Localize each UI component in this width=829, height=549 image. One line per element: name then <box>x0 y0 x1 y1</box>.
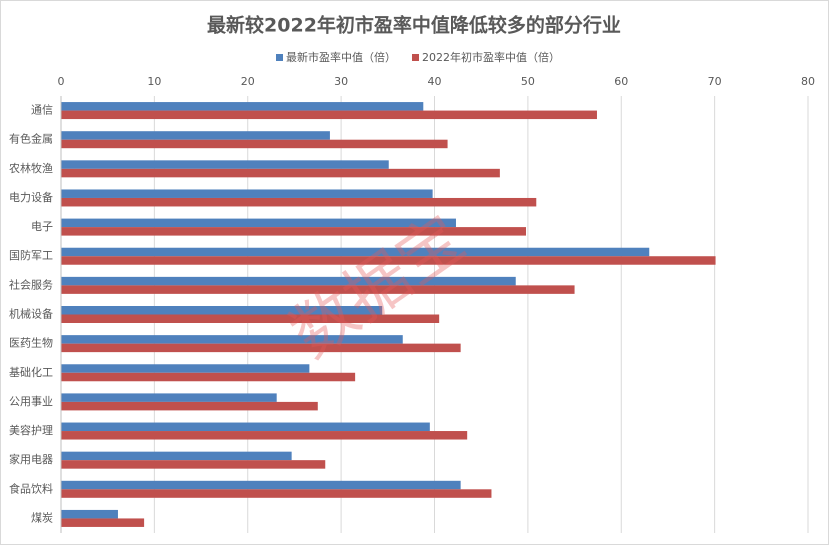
y-tick-label: 美容护理 <box>9 423 53 437</box>
y-tick-label: 机械设备 <box>9 307 53 321</box>
bar <box>61 306 383 315</box>
bar <box>61 247 650 257</box>
x-tick-label: 10 <box>147 75 161 88</box>
legend-swatch <box>412 54 419 61</box>
legend-swatch <box>276 54 283 61</box>
bar <box>61 131 330 140</box>
bar <box>61 276 516 286</box>
y-tick-label: 煤炭 <box>31 511 53 524</box>
bar <box>61 431 468 440</box>
bar <box>61 372 356 382</box>
bar <box>61 227 527 236</box>
y-tick-label: 食品饮料 <box>9 481 53 495</box>
legend-label: 最新市盈率中值（倍） <box>286 50 396 64</box>
bar <box>61 518 145 527</box>
bar <box>61 335 403 344</box>
x-tick-label: 20 <box>241 75 255 88</box>
bar <box>61 168 500 178</box>
bar <box>61 139 448 149</box>
bar <box>61 197 537 207</box>
y-tick-label: 农林牧渔 <box>9 161 53 175</box>
x-tick-label: 50 <box>521 75 535 88</box>
y-tick-label: 公用事业 <box>9 395 53 408</box>
chart-title: 最新较2022年初市盈率中值降低较多的部分行业 <box>207 14 621 37</box>
bar <box>61 451 292 461</box>
x-tick-label: 80 <box>801 75 815 88</box>
bar <box>61 422 430 432</box>
bar <box>61 489 492 498</box>
bar <box>61 364 310 373</box>
y-tick-label: 医药生物 <box>9 336 53 350</box>
y-tick-label: 有色金属 <box>9 132 53 146</box>
y-tick-label: 社会服务 <box>9 277 53 291</box>
bar <box>61 110 597 120</box>
y-tick-label: 电力设备 <box>9 190 53 204</box>
bar <box>61 218 456 228</box>
bar <box>61 189 433 198</box>
bar <box>61 285 575 294</box>
legend-label: 2022年初市盈率中值（倍） <box>422 50 560 64</box>
bar <box>61 256 716 265</box>
bar <box>61 509 118 519</box>
bar <box>61 393 277 402</box>
bar <box>61 460 326 469</box>
x-tick-label: 40 <box>428 75 442 88</box>
y-tick-label: 国防军工 <box>9 248 53 262</box>
y-tick-label: 电子 <box>31 220 53 233</box>
bar <box>61 314 440 323</box>
bar <box>61 343 461 353</box>
y-tick-label: 基础化工 <box>9 365 53 379</box>
y-tick-label: 家用电器 <box>9 452 53 466</box>
bar <box>61 102 424 111</box>
y-tick-label: 通信 <box>31 104 53 117</box>
x-tick-label: 30 <box>334 75 348 88</box>
x-tick-label: 70 <box>708 75 722 88</box>
bar <box>61 160 389 169</box>
x-tick-label: 0 <box>58 75 65 88</box>
bar <box>61 401 318 411</box>
x-tick-label: 60 <box>614 75 628 88</box>
bar <box>61 480 461 490</box>
